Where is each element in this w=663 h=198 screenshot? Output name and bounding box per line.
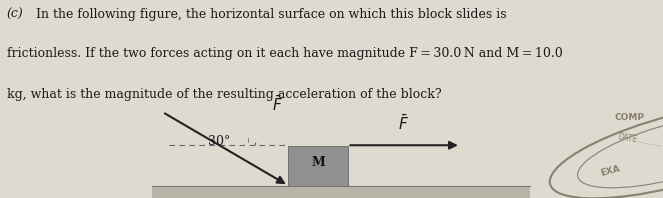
Text: 30°: 30°	[208, 135, 231, 148]
Text: $\bar{F}$: $\bar{F}$	[398, 114, 408, 133]
Text: frictionless. If the two forces acting on it each have magnitude F = 30.0 N and : frictionless. If the two forces acting o…	[7, 47, 562, 60]
Text: COMP: COMP	[615, 113, 645, 122]
Text: DATE...........: DATE...........	[617, 133, 663, 149]
Text: $\bar{F}$: $\bar{F}$	[272, 95, 282, 114]
Text: M: M	[312, 156, 325, 169]
Text: EXA: EXA	[599, 164, 621, 178]
Text: In the following figure, the horizontal surface on which this block slides is: In the following figure, the horizontal …	[36, 8, 507, 21]
Text: kg, what is the magnitude of the resulting acceleration of the block?: kg, what is the magnitude of the resulti…	[7, 88, 442, 101]
Text: (c): (c)	[7, 8, 23, 21]
Bar	[152, 186, 530, 198]
Bar	[288, 146, 348, 186]
